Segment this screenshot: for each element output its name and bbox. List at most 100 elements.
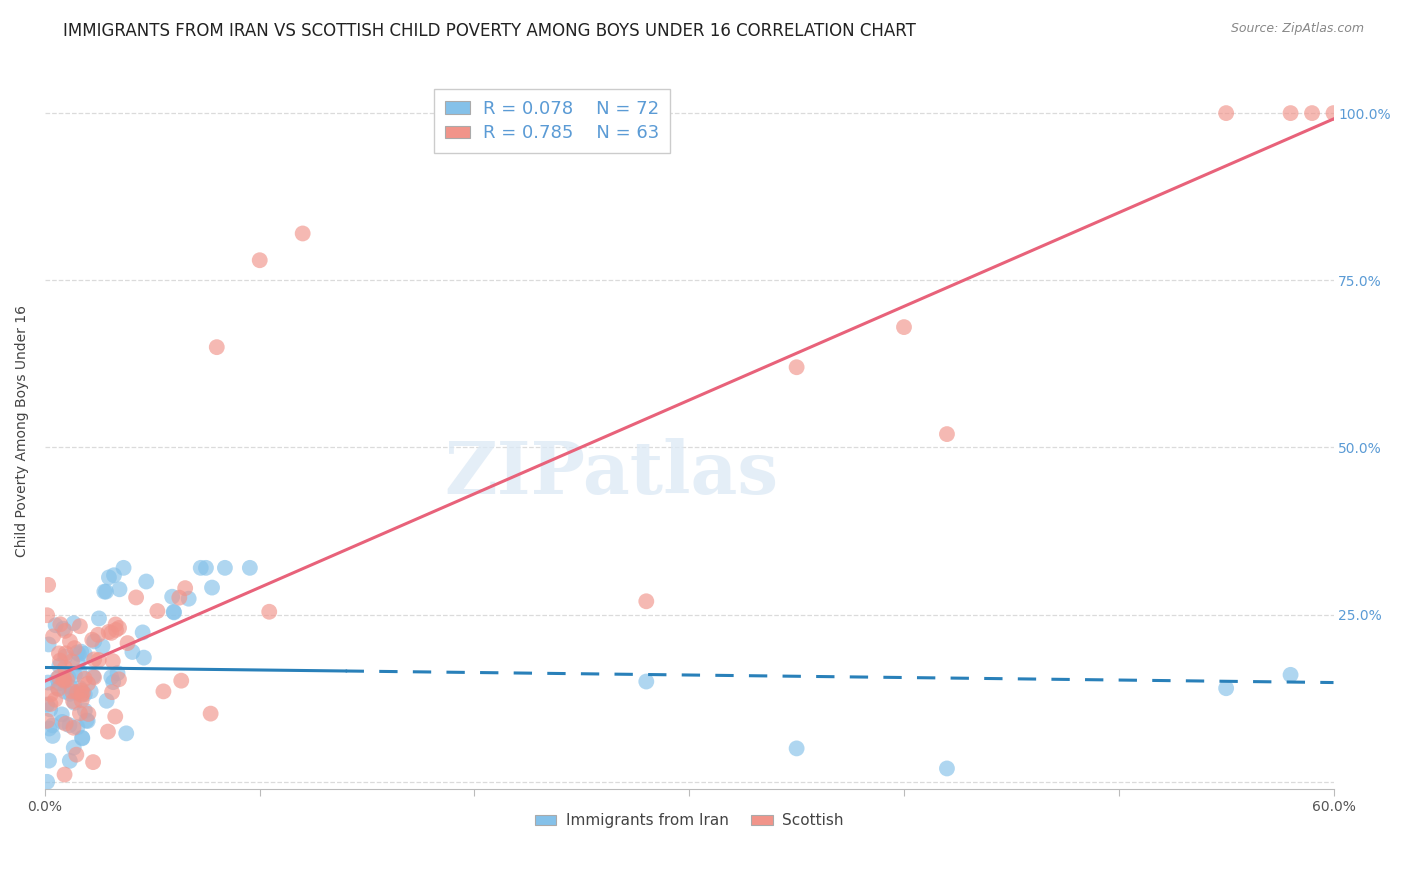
Point [58,670,80,684]
Point [190,561,212,575]
Point [83,652,105,666]
Point [37,714,59,728]
Point [53,767,76,781]
Text: Source: ZipAtlas.com: Source: ZipAtlas.com [1230,22,1364,36]
Point [53,624,76,638]
Point [48,676,70,690]
Point [72,686,94,700]
Point [51,707,73,722]
Point [73,704,96,718]
Point [83,634,105,648]
Point [69,706,91,721]
Point [66,657,89,671]
Point [105,623,128,637]
Point [73,672,96,686]
Point [62,694,84,708]
Point [53,684,76,698]
Point [52,622,75,636]
Point [93,584,115,599]
Point [48,670,70,684]
Point [100,625,122,640]
Point [115,726,138,740]
Point [67,647,90,661]
Point [70,683,93,698]
Point [41,718,63,732]
Point [38,754,60,768]
Point [112,561,135,575]
Point [152,684,174,698]
Point [786,741,808,756]
Point [52,673,75,687]
Point [1301,106,1323,120]
Point [117,636,139,650]
Point [37,775,59,789]
Point [94,584,117,599]
Point [135,574,157,589]
Point [37,698,59,712]
Point [77,706,100,721]
Point [97,570,120,584]
Point [38,722,60,736]
Point [70,693,93,707]
Point [45,618,67,632]
Point [291,227,314,241]
Point [936,762,959,776]
Legend: Immigrants from Iran, Scottish: Immigrants from Iran, Scottish [529,807,849,835]
Point [58,718,80,732]
Point [108,673,131,687]
Point [1279,668,1302,682]
Point [46,672,69,686]
Point [786,360,808,375]
Point [103,568,125,582]
Point [62,616,84,631]
Point [63,696,86,710]
Point [66,720,89,734]
Point [936,427,959,442]
Point [163,605,186,619]
Point [59,687,82,701]
Point [51,714,73,729]
Point [37,608,59,623]
Point [65,685,87,699]
Point [87,611,110,625]
Point [70,731,93,745]
Point [62,740,84,755]
Point [49,617,72,632]
Point [60,684,83,698]
Point [72,731,94,746]
Point [48,658,70,673]
Point [53,661,76,675]
Point [60,654,83,668]
Point [62,721,84,735]
Point [200,706,222,721]
Point [38,637,60,651]
Point [107,666,129,681]
Point [63,668,86,682]
Point [52,672,75,686]
Point [73,647,96,661]
Point [104,617,127,632]
Point [66,685,89,699]
Point [41,729,63,743]
Point [125,591,148,605]
Point [59,754,82,768]
Point [39,702,62,716]
Point [39,687,62,701]
Point [83,670,105,684]
Point [103,675,125,690]
Point [76,714,98,728]
Point [101,654,124,668]
Point [108,621,131,635]
Point [160,590,183,604]
Point [48,647,70,661]
Point [59,634,82,648]
Y-axis label: Child Poverty Among Boys Under 16: Child Poverty Among Boys Under 16 [15,305,30,557]
Point [69,619,91,633]
Point [46,681,69,696]
Point [194,561,217,575]
Point [73,687,96,701]
Point [37,578,59,592]
Point [201,581,224,595]
Point [636,594,658,608]
Point [44,692,66,706]
